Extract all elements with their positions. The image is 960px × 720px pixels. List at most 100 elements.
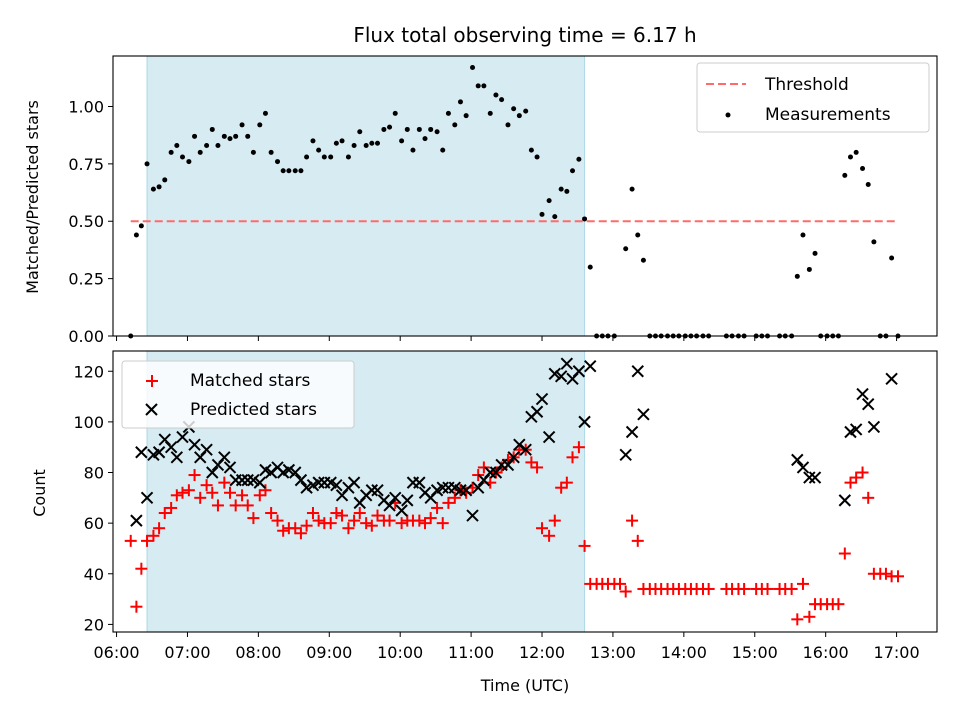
measurement-point [505,122,511,128]
matched-star-point [194,491,207,504]
predicted-star-point [282,463,296,477]
predicted-star-point [371,484,384,497]
matched-star-point [259,484,272,497]
predicted-star-point [454,484,467,497]
measurement-point [399,138,405,144]
predicted-star-point [413,476,426,489]
measurement-point [204,143,210,149]
measurement-point [889,255,895,261]
predicted-star-point [849,423,863,436]
measurement-point [440,147,446,153]
measurement-point [422,136,428,142]
measurement-point [404,126,410,132]
matched-star-point [371,509,384,522]
top-panel: 0.00 0.25 0.50 0.75 1.00 Matched/Predicted s… [23,55,938,346]
measurement-point [369,140,375,146]
matched-star-point [265,507,278,520]
predicted-stars-series [130,357,898,527]
measurement-point [239,122,245,128]
predicted-star-point [312,476,325,489]
measurement-point [333,140,339,146]
measurement-point [475,83,481,89]
matched-star-point [796,577,809,590]
measurement-point [860,165,866,171]
measurement-point [546,198,552,204]
measurement-point [351,143,357,149]
matched-star-point [424,512,437,525]
predicted-star-point [519,443,532,456]
measurement-point [192,133,198,139]
measurement-point [298,168,304,174]
matched-star-point [170,489,183,502]
x-tick-label: 15:00 [732,643,778,662]
predicted-star-point [791,453,804,467]
matched-star-point [312,514,325,527]
measurement-point [534,154,540,160]
measurement-point [452,122,458,128]
measurement-point [800,232,806,238]
predicted-star-point [535,392,549,406]
predicted-star-point [235,473,249,487]
matched-star-point [218,476,231,489]
measurement-point [257,122,263,128]
measurement-point [174,143,180,149]
x-tick-label: 09:00 [306,643,352,662]
predicted-star-point [223,461,237,474]
measurement-point [363,143,369,149]
top-y-tick-label: 0.50 [68,212,104,231]
bottom-y-tick-label: 20 [84,615,104,634]
predicted-star-point [466,509,479,522]
measurement-point [457,99,463,105]
predicted-star-point [170,451,184,464]
measurement-point [345,154,351,160]
measurement-point [582,216,588,222]
measurement-point [493,92,499,98]
measurement-point [304,154,310,160]
measurement-point [292,168,298,174]
matched-star-point [543,529,556,542]
predicted-star-point [560,357,574,370]
top-shaded-span [146,55,586,337]
matched-star-point [253,489,266,502]
predicted-star-point [471,481,485,494]
predicted-star-point [867,420,881,434]
measurement-point [168,149,174,155]
matched-star-point [147,529,160,542]
bottom-y-axis-label: Count [30,469,49,517]
bottom-y-tick-label: 120 [73,362,104,381]
chart-title: Flux total observing time = 6.17 h [353,23,696,47]
matched-star-point [229,499,242,512]
matched-star-point [560,476,573,489]
bottom-legend: Matched stars Predicted stars [121,360,355,429]
measurement-point [564,188,570,194]
matched-star-point [850,471,863,484]
matched-star-point [336,509,349,522]
bottom-y-tick-label: 60 [84,514,104,533]
measurement-point [640,257,646,263]
predicted-star-point [383,499,396,512]
measurement-point [570,168,576,174]
predicted-star-point [484,466,497,479]
matched-star-point [124,534,137,547]
matched-star-point [271,514,284,527]
predicted-star-point [218,451,231,464]
predicted-star-point [200,443,213,456]
top-y-tick-label: 0.75 [68,155,104,174]
legend-predicted-swatch [145,403,158,416]
matched-star-point [342,522,355,535]
measurement-point [434,129,440,135]
measurement-point [144,161,150,167]
predicted-star-point [241,473,254,487]
predicted-star-point [554,370,568,383]
measurement-point [233,133,239,139]
measurement-point [215,143,221,149]
predicted-star-point [176,430,189,444]
measurement-point [481,83,487,89]
matched-star-point [135,562,148,575]
bottom-y-tick-label: 80 [84,464,104,483]
matched-star-point [844,476,857,489]
measurement-point [812,250,818,256]
matched-star-point [360,517,373,530]
measurement-point [516,113,522,119]
